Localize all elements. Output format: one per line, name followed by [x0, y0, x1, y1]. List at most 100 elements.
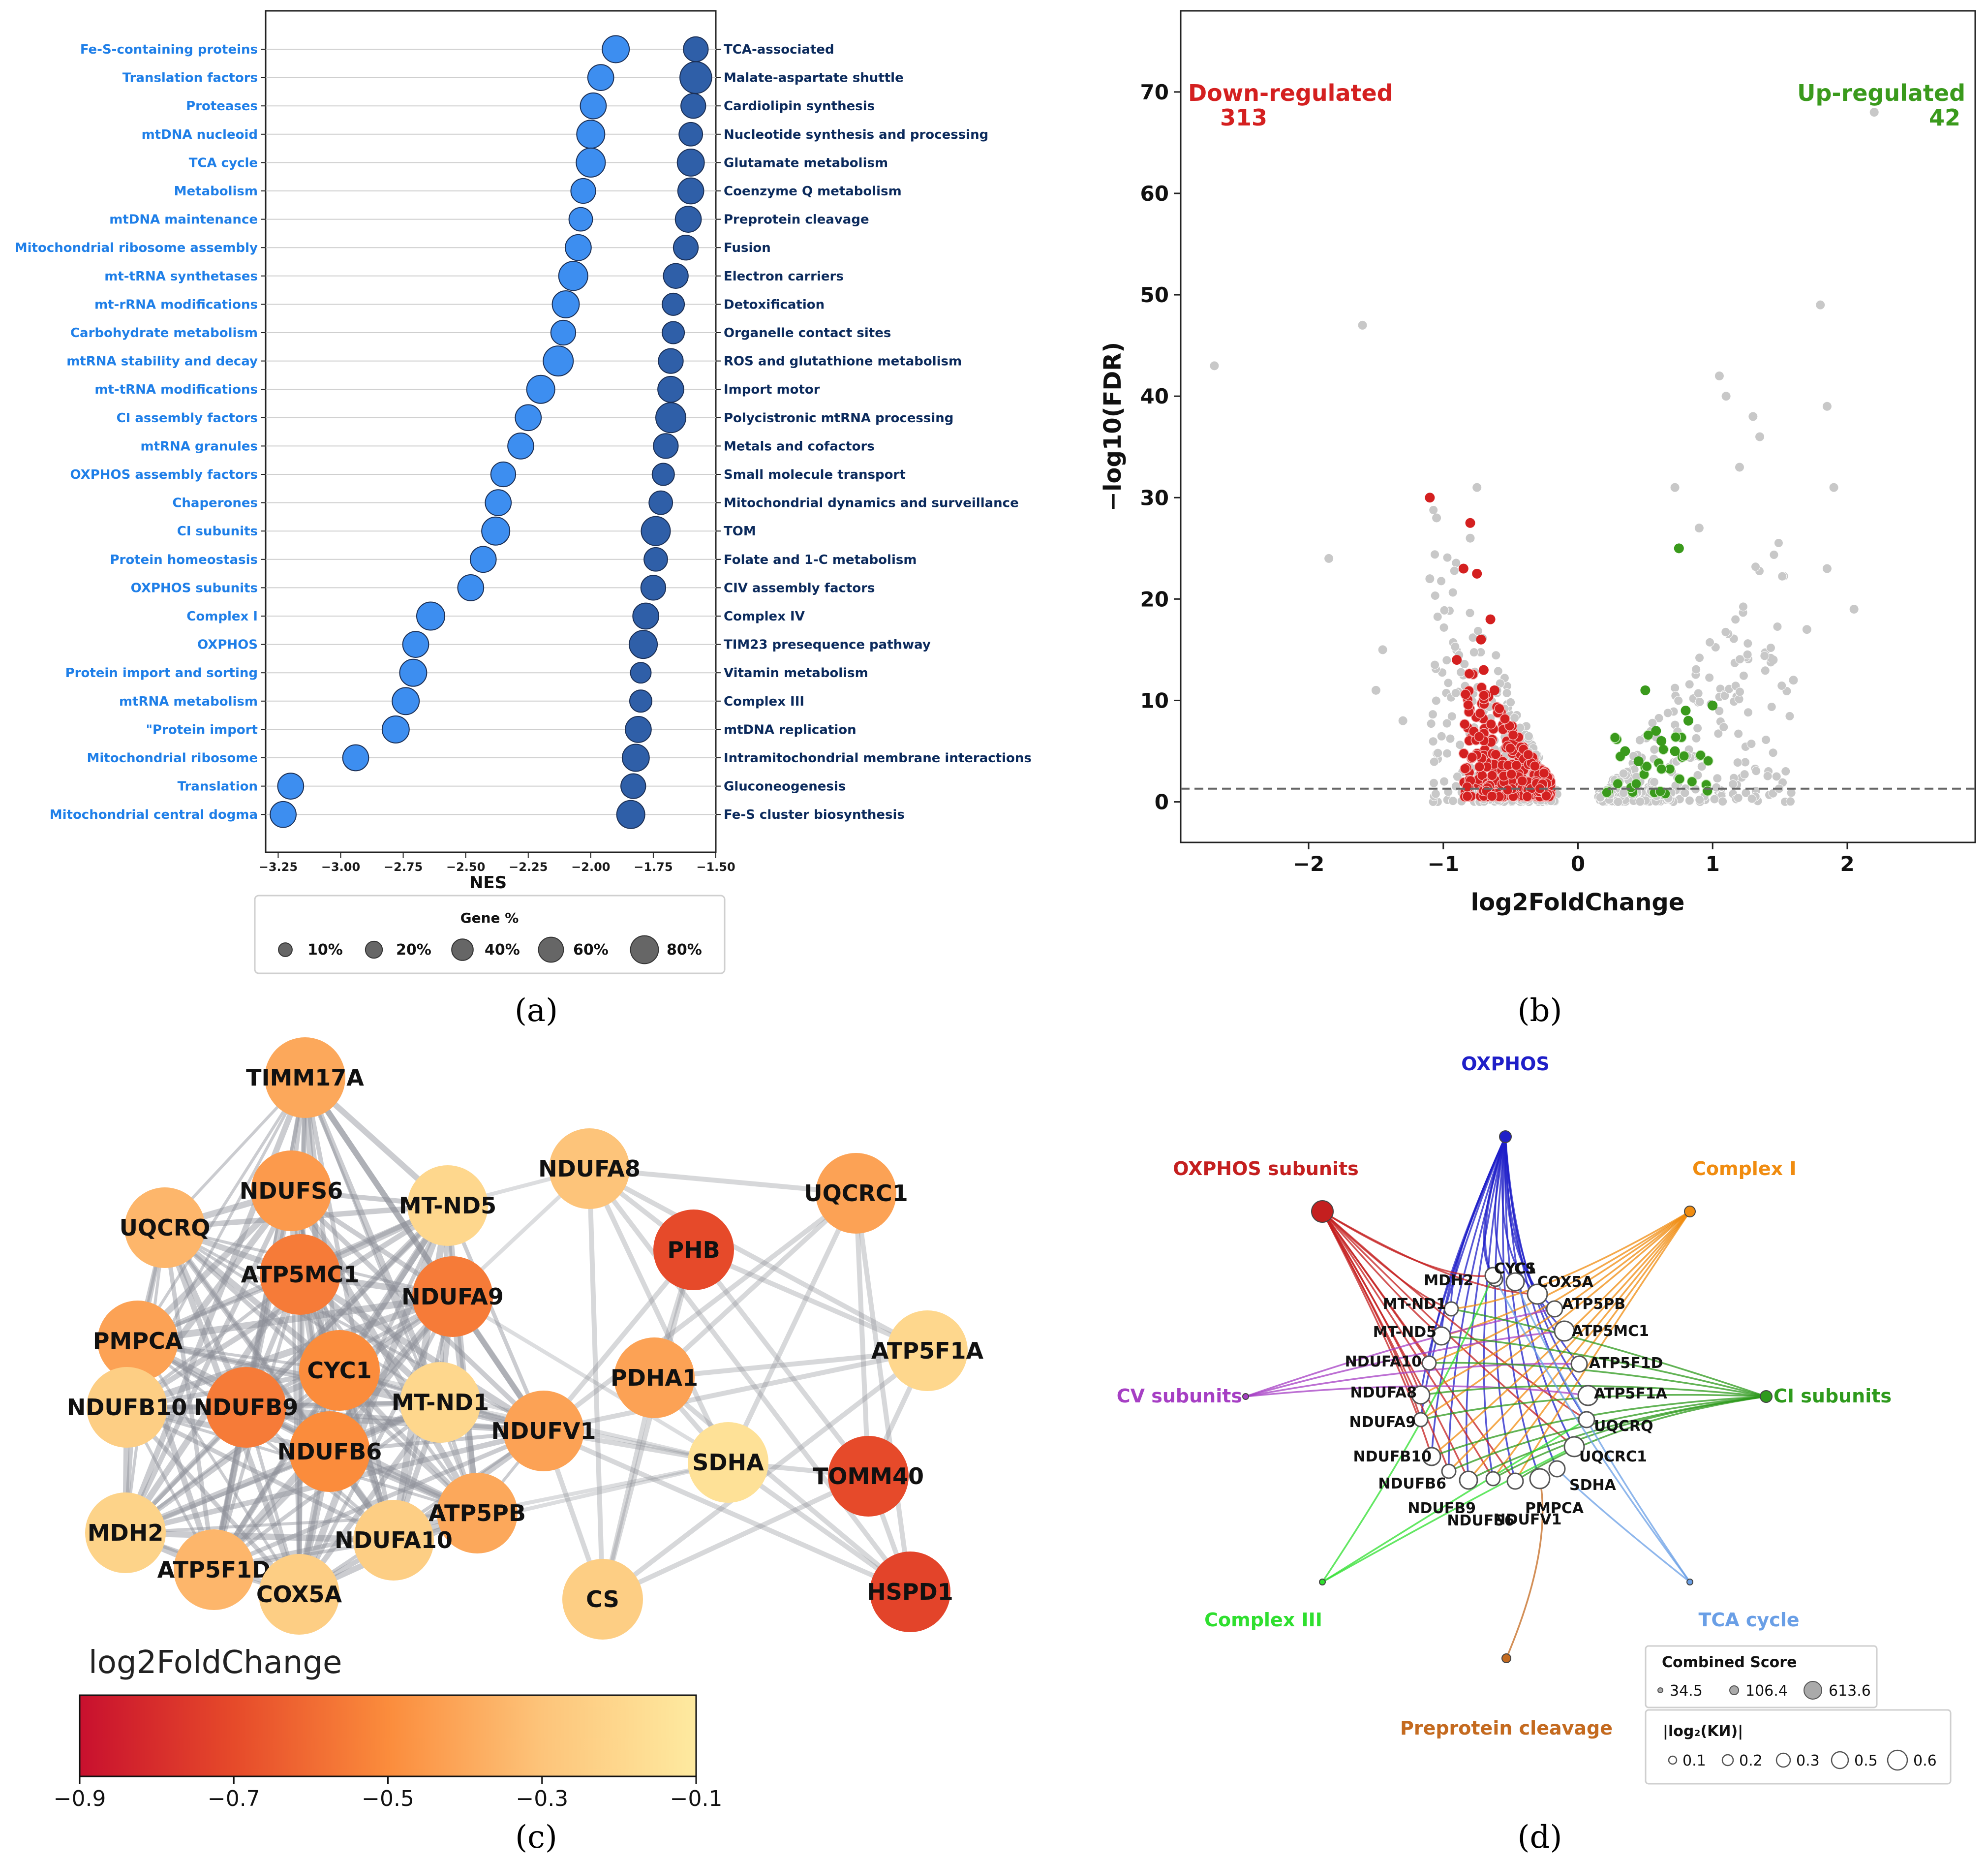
panel-c-colorbar-tick-label: −0.7: [208, 1786, 260, 1811]
panel-a-size-legend: Gene % 10% 20% 40% 60% 80%: [254, 895, 726, 974]
panel-c-colorbar-tick-label: −0.3: [516, 1786, 568, 1811]
panel-a-x-tick-label: −3.00: [321, 860, 360, 874]
panel-b-point-ns: [1451, 558, 1461, 568]
panel-d-legend-lfc-items: 0.1 0.2 0.3 0.5 0.6: [1668, 1749, 1937, 1771]
panel-a-legend-circle: [278, 942, 293, 957]
panel-d-gene-label: NDUFA8: [1350, 1384, 1417, 1401]
panel-b-point-ns: [1491, 651, 1501, 660]
panel-b-point-ns: [1648, 718, 1657, 728]
panel-d-gene-label: NDUFA9: [1349, 1414, 1416, 1431]
panel-b-point-ns: [1635, 735, 1645, 745]
panel-b-point-ns: [1506, 697, 1516, 707]
panel-b-point-ns: [1378, 645, 1387, 654]
panel-c-edge: [541, 1191, 858, 1433]
panel-b-point-up: [1641, 761, 1652, 772]
panel-b-point-ns: [1460, 659, 1469, 669]
panel-a-legend-circle: [365, 940, 383, 959]
panel-d-edge: [1451, 1210, 1690, 1310]
panel-b-point-ns: [1613, 797, 1623, 807]
panel-b-point-ns: [1449, 566, 1459, 576]
panel-c-node: [614, 1337, 695, 1418]
panel-d-gene-node: [1529, 1468, 1551, 1490]
panel-b-point-ns: [1697, 762, 1707, 772]
panel-a-term-label: Chaperones: [172, 496, 258, 511]
panel-a-term-label: Metabolism: [174, 184, 258, 199]
panel-d-edge: [1448, 1136, 1506, 1472]
panel-b-point-ns: [1466, 533, 1475, 543]
panel-a-x-tick-label: −2.50: [446, 860, 485, 874]
panel-d-legend-lfc-circle: [1668, 1755, 1678, 1765]
panel-d-term-nodes: OXPHOS OXPHOS subunits Complex I CV subunit…: [1117, 1053, 1892, 1739]
panel-b-y-tick-label: 10: [1140, 688, 1169, 713]
panel-d-gene-node: [1554, 1320, 1575, 1342]
panel-c-edge: [123, 1368, 341, 1535]
panel-a-term-label: Mitochondrial dynamics and surveillance: [724, 496, 1019, 511]
panel-d-gene-label: NDUFB6: [1378, 1475, 1446, 1492]
panel-c-node: [400, 1362, 481, 1443]
panel-a-point: [629, 689, 652, 713]
panel-d-gene-label: NDUFV1: [1494, 1511, 1562, 1528]
panel-a-legend-circle: [451, 938, 474, 961]
panel-c-edge: [122, 1399, 444, 1536]
panel-d-edge: [1321, 1211, 1433, 1457]
panel-c-node: [653, 1210, 734, 1290]
panel-b-point-ns: [1635, 797, 1645, 807]
panel-d-edge: [1556, 1468, 1691, 1583]
panel-a-point: [640, 575, 667, 601]
panel-b-point-ns: [1425, 574, 1435, 584]
panel-d-edge: [1321, 1211, 1450, 1472]
panel-a-point: [490, 461, 517, 488]
panel-b-point-ns: [1695, 795, 1705, 805]
panel-c-edge: [163, 1226, 331, 1453]
panel-d-gene-label: NDUFA10: [1345, 1353, 1422, 1370]
panel-d-legend-lfc-label: 0.2: [1739, 1752, 1763, 1769]
panel-a-point: [643, 547, 668, 572]
panel-b-point-ns: [1774, 538, 1783, 548]
panel-d-legend-lfc-title: |log₂(KИ)|: [1663, 1723, 1743, 1740]
panel-b-point-ns: [1324, 554, 1334, 563]
panel-d-legend-combined-circle: [1729, 1685, 1739, 1695]
panel-a-xlabel: NES: [469, 873, 507, 893]
panel-a-term-label: mtDNA replication: [724, 722, 856, 737]
panel-c-node-label: ATP5PB: [428, 1500, 526, 1526]
panel-b-point-ns: [1670, 483, 1680, 492]
panel-c-edge: [136, 1339, 301, 1596]
panel-a-point: [381, 715, 410, 744]
panel-b-down-label: Down-regulated: [1188, 80, 1393, 106]
panel-a-term-label: Translation factors: [122, 71, 258, 86]
panel-c-edge: [289, 1188, 443, 1405]
panel-d-gene-label: PMPCA: [1525, 1500, 1584, 1517]
panel-b-point-ns: [1670, 683, 1680, 693]
panel-a-term-label: OXPHOS assembly factors: [70, 467, 258, 482]
panel-a-point: [678, 122, 703, 147]
panel-b-down-count: 313: [1220, 104, 1267, 131]
panel-a-term-label: Complex IV: [724, 609, 805, 624]
panel-d-legend-lfc-circle: [1775, 1752, 1791, 1768]
panel-b-point-ns: [1493, 666, 1503, 676]
panel-b-point-down: [1494, 703, 1505, 714]
panel-b-point-ns: [1777, 681, 1787, 691]
panel-a-point: [658, 348, 684, 374]
panel-b-point-down: [1452, 655, 1462, 665]
panel-c-edge: [123, 1204, 450, 1535]
panel-d-edge: [1322, 1210, 1538, 1295]
panel-d-term-node: [1319, 1579, 1326, 1585]
panel-c-node-label: HSPD1: [867, 1579, 953, 1605]
panel-c-node: [437, 1473, 518, 1553]
panel-b-point-ns: [1728, 779, 1738, 789]
panel-d-legend-combined-title: Combined Score: [1662, 1654, 1797, 1671]
panel-b-point-up: [1640, 685, 1651, 695]
panel-b-point-up: [1670, 732, 1681, 743]
panel-b-point-ns: [1733, 758, 1743, 768]
panel-d-gene-node: [1411, 1385, 1431, 1405]
panel-c-edge: [244, 1075, 307, 1410]
panel-b-point-ns: [1735, 654, 1745, 664]
panel-b-point-up: [1656, 764, 1667, 775]
panel-b-point-down: [1462, 781, 1473, 793]
panel-b-point-ns: [1773, 621, 1782, 631]
panel-b-point-ns: [1743, 650, 1752, 659]
panel-d-legend-lfc-circle: [1721, 1754, 1734, 1767]
